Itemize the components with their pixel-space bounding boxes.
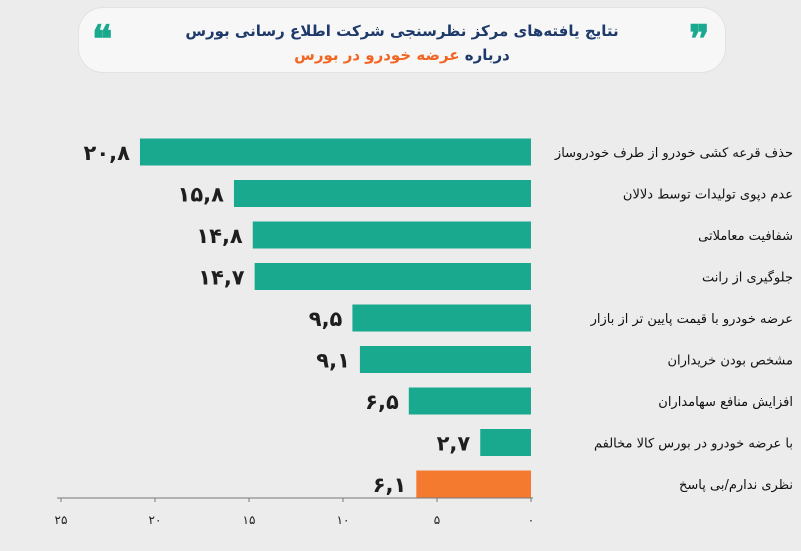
quote-open-icon: ❝ (92, 16, 113, 61)
bar-value-label: ۱۴,۷ (198, 266, 245, 290)
bar-value-label: ۱۵,۸ (178, 183, 225, 207)
bar-value-label: ۹,۵ (309, 307, 343, 331)
category-label: جلوگیری از رانت (702, 270, 793, 286)
category-label: عرضه خودرو با قیمت پایین تر از بازار (590, 312, 793, 327)
category-label: نظری ندارم/بی پاسخ (679, 478, 793, 493)
bar (352, 304, 531, 332)
category-label: افزایش منافع سهامداران (658, 395, 793, 410)
subtitle-prefix: درباره (464, 46, 510, 64)
x-tick-label: ۵ (434, 513, 440, 527)
category-label: مشخص بودن خریداران (667, 354, 793, 369)
title-banner: نتایج یافته‌های مرکز نظرسنجی شرکت اطلاع … (79, 8, 725, 72)
category-label: عدم دپوی تولیدات توسط دلالان (623, 188, 793, 203)
bar-value-label: ۲۰,۸ (84, 141, 131, 165)
bar (139, 138, 531, 166)
bar (252, 221, 531, 249)
bar (416, 470, 531, 498)
bar (359, 346, 531, 373)
bar (254, 263, 531, 290)
bar (233, 180, 531, 207)
category-label: با عرضه خودرو در بورس کالا مخالفم (594, 437, 793, 452)
category-label: حذف قرعه کشی خودرو از طرف خودروساز (554, 146, 793, 161)
x-tick-label: ۱۵ (243, 513, 256, 527)
bar (480, 429, 531, 456)
bar-value-label: ۲,۷ (437, 432, 471, 456)
bar-value-label: ۶,۵ (365, 390, 399, 414)
bar (408, 387, 531, 415)
bar-value-label: ۶,۱ (373, 473, 407, 497)
chart-subtitle: درباره عرضه خودرو در بورس (79, 46, 725, 64)
x-tick-label: ۲۰ (149, 513, 162, 527)
subtitle-highlight: عرضه خودرو در بورس (294, 46, 460, 64)
x-tick-label: ۰ (528, 513, 534, 527)
quote-close-icon: ❞ (689, 16, 710, 61)
x-tick-label: ۱۰ (337, 513, 350, 527)
bar-value-label: ۱۴,۸ (196, 224, 243, 248)
category-label: شفافیت معاملاتی (698, 229, 793, 244)
chart-title: نتایج یافته‌های مرکز نظرسنجی شرکت اطلاع … (185, 22, 619, 40)
bar-value-label: ۹,۱ (316, 349, 350, 373)
x-tick-label: ۲۵ (55, 513, 68, 527)
